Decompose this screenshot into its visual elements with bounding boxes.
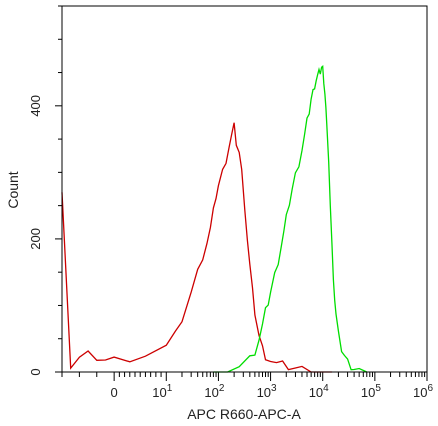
histogram-series-1 bbox=[61, 122, 332, 373]
x-tick-label: 101 bbox=[152, 383, 172, 400]
x-tick-label: 102 bbox=[204, 383, 224, 400]
y-tick-label: 200 bbox=[28, 228, 43, 250]
series-group bbox=[61, 64, 368, 373]
x-tick-label: 105 bbox=[361, 383, 381, 400]
x-axis-title: APC R660-APC-A bbox=[187, 406, 301, 422]
y-tick-label: 0 bbox=[28, 368, 43, 375]
x-tick-label: 0 bbox=[111, 385, 118, 400]
x-tick-label: 104 bbox=[309, 383, 329, 400]
x-axis-ticks bbox=[61, 372, 428, 381]
y-axis-ticks bbox=[55, 5, 62, 373]
x-axis-tick-labels: 0 101 102 103 104 105 106 bbox=[111, 383, 434, 400]
y-axis-title: Count bbox=[5, 171, 21, 208]
y-axis-tick-labels: 0 200 400 bbox=[28, 95, 43, 376]
x-tick-label: 103 bbox=[257, 383, 277, 400]
y-tick-label: 400 bbox=[28, 95, 43, 117]
histogram-series-2 bbox=[213, 64, 368, 373]
x-tick-label: 106 bbox=[413, 383, 433, 400]
plot-frame bbox=[61, 5, 428, 373]
